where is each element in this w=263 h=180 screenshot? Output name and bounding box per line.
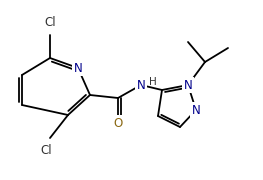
Text: N: N bbox=[192, 103, 200, 116]
Text: N: N bbox=[184, 78, 192, 91]
Text: N: N bbox=[136, 78, 145, 91]
Text: Cl: Cl bbox=[44, 15, 56, 28]
Text: N: N bbox=[74, 62, 82, 75]
Text: H: H bbox=[149, 77, 157, 87]
Text: Cl: Cl bbox=[40, 143, 52, 156]
Text: O: O bbox=[113, 116, 123, 129]
